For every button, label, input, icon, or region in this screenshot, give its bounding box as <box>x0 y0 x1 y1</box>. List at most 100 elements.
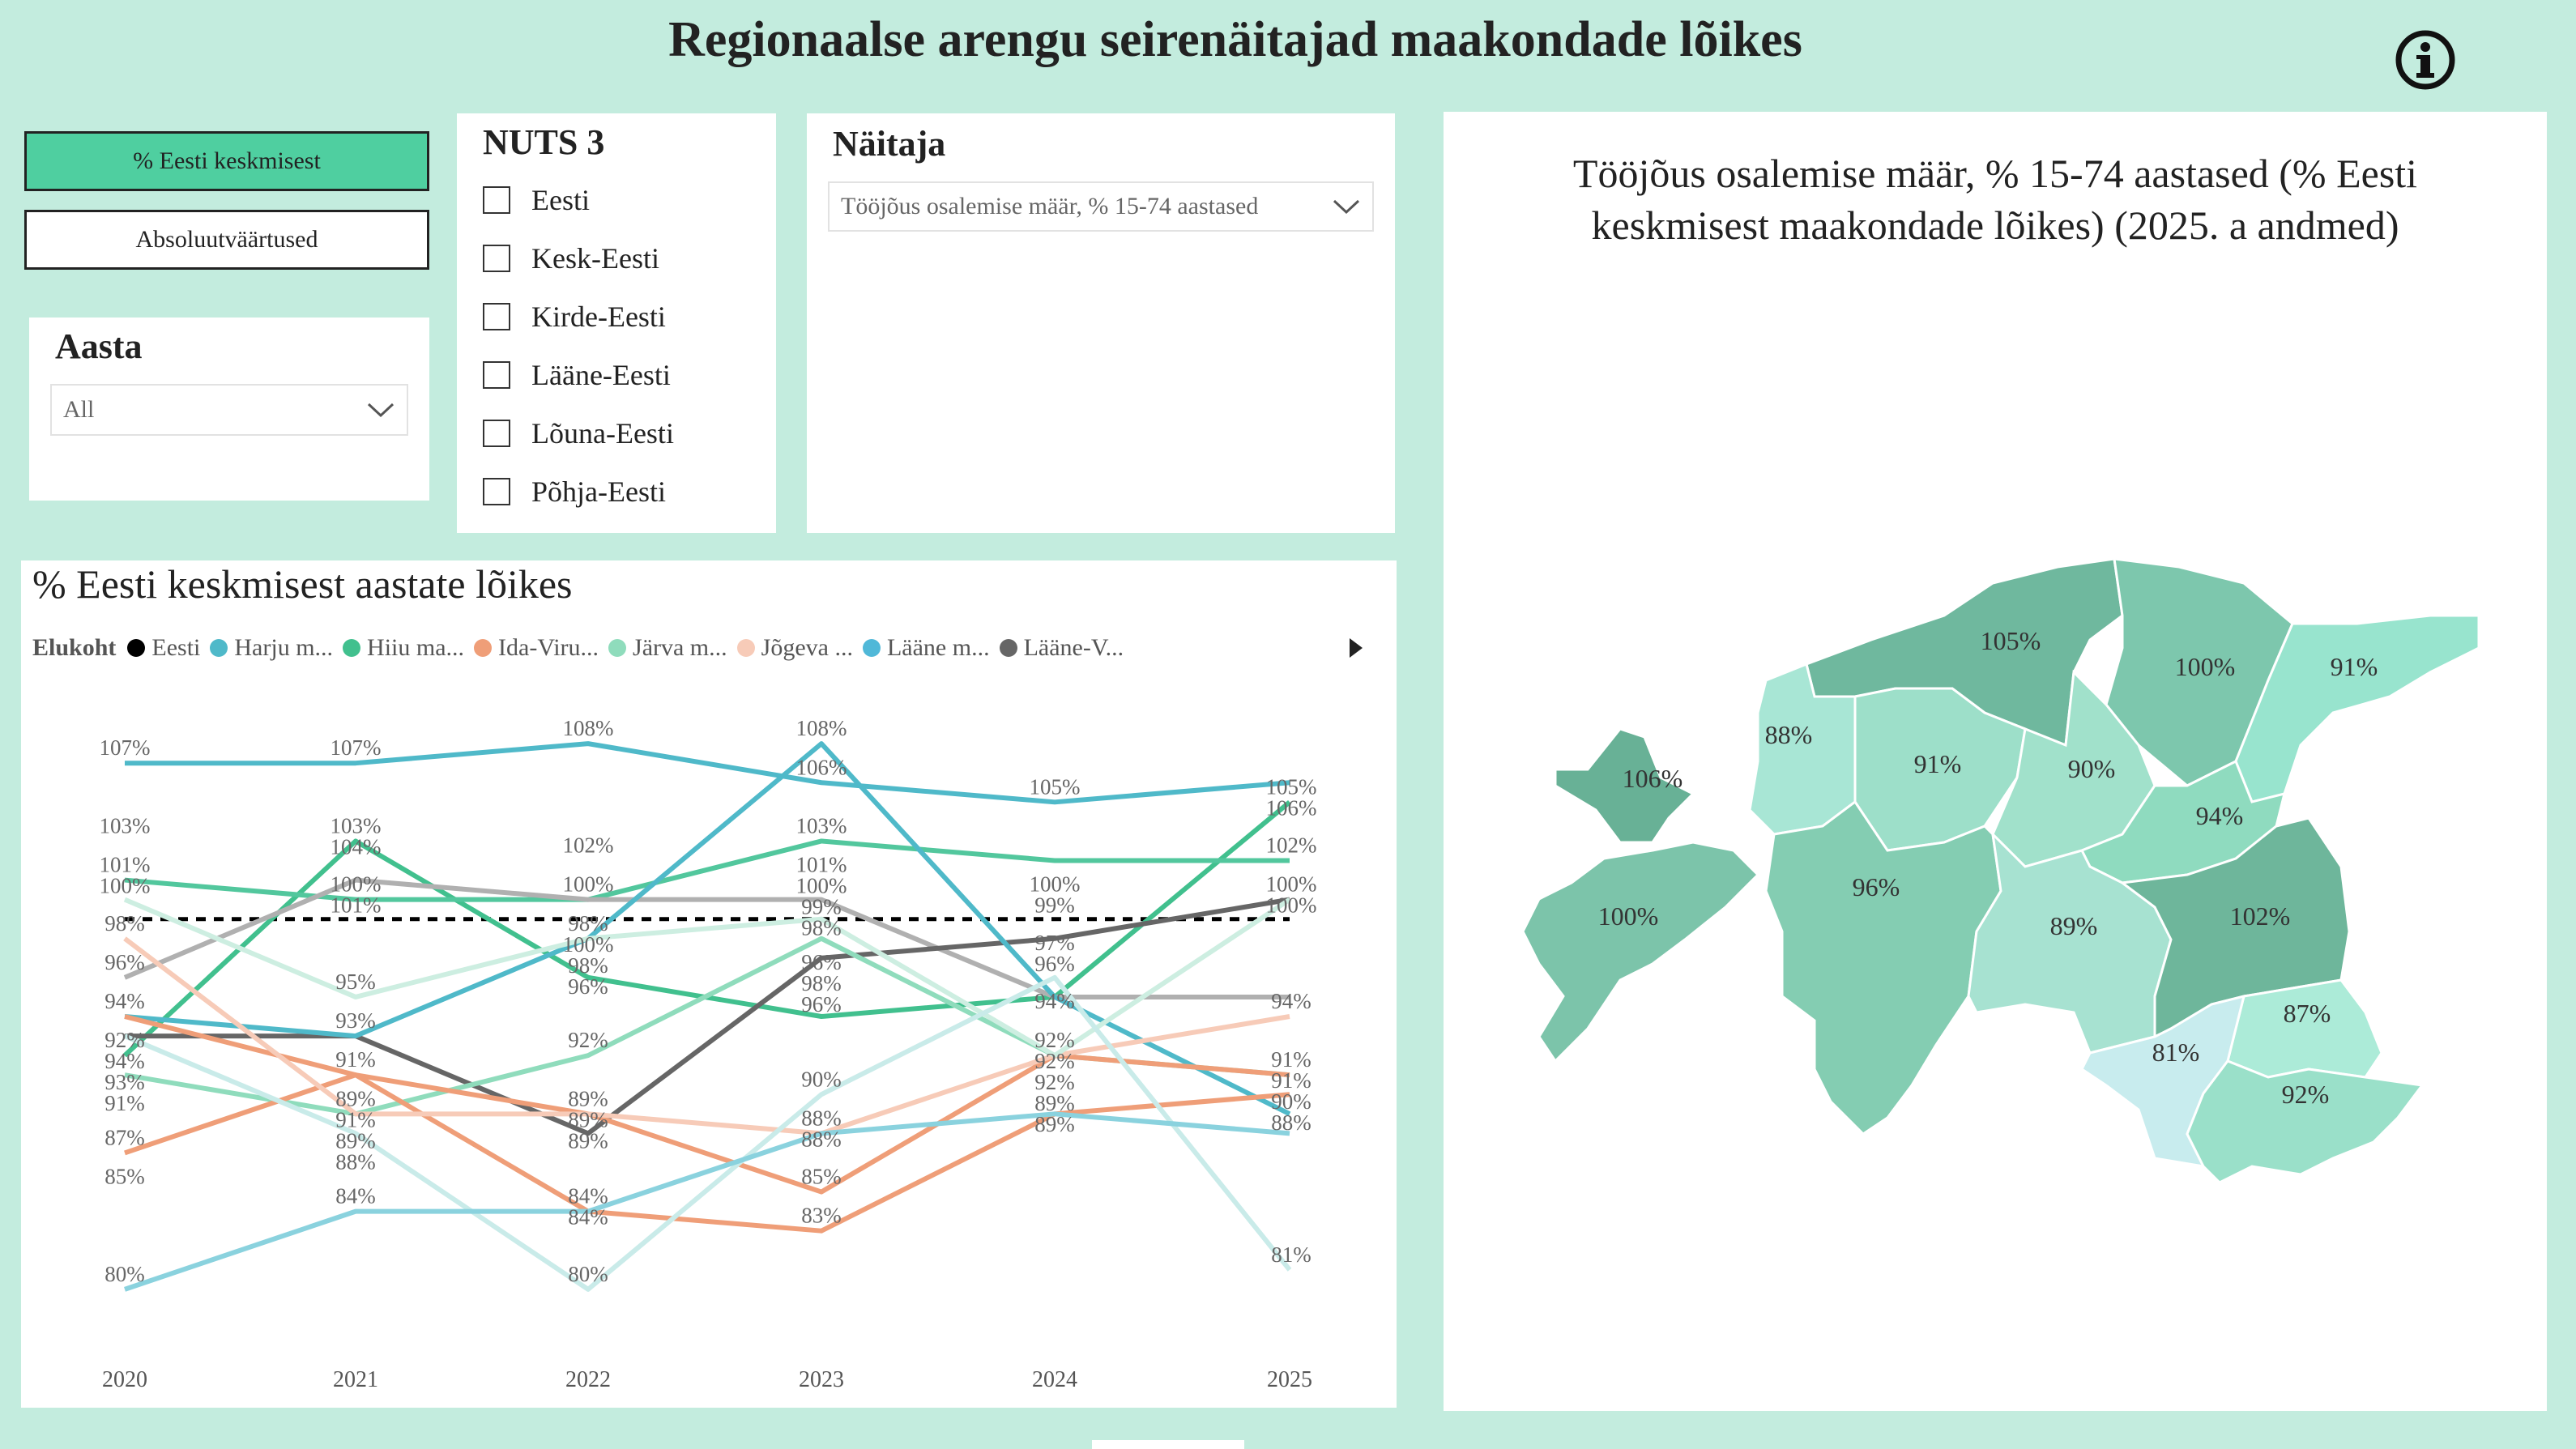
data-label: 103% <box>796 813 847 837</box>
checkbox[interactable] <box>483 186 510 214</box>
nuts3-item-pohja-eesti[interactable]: Põhja-Eesti <box>483 471 666 512</box>
series-line-9[interactable] <box>123 936 1290 1136</box>
year-dropdown-value: All <box>63 396 95 423</box>
map-region-ida-viru[interactable] <box>2234 614 2480 803</box>
nuts3-item-laane-eesti[interactable]: Lääne-Eesti <box>483 355 671 395</box>
data-label: 94% <box>104 1049 145 1073</box>
data-label: 100% <box>100 874 151 898</box>
data-label: 84% <box>568 1205 608 1230</box>
caret-right-icon[interactable] <box>1348 637 1364 659</box>
data-label: 96% <box>801 950 842 974</box>
indicator-dropdown[interactable]: Tööjõus osalemise määr, % 15-74 aastased <box>828 181 1374 232</box>
legend-item-ida-viru[interactable]: Ida-Viru... <box>474 634 599 662</box>
map-region-label: 106% <box>1623 764 1683 793</box>
year-filter-label: Aasta <box>55 326 143 366</box>
legend-item-jogeva[interactable]: Jõgeva ... <box>736 634 853 662</box>
map-region-label: 100% <box>2175 652 2236 681</box>
map-region-label: 88% <box>1765 720 1813 749</box>
data-label: 89% <box>568 1107 608 1131</box>
legend-item-eesti[interactable]: Eesti <box>127 634 200 662</box>
legend-item-hiiu[interactable]: Hiiu ma... <box>343 634 464 662</box>
map-region-polva[interactable] <box>2226 978 2383 1079</box>
data-label: 96% <box>104 950 145 974</box>
data-label: 105% <box>1030 774 1081 799</box>
map-region-parnu[interactable] <box>1764 799 2002 1136</box>
x-tick-label: 2025 <box>1267 1367 1312 1392</box>
legend-dot <box>999 639 1017 657</box>
nuts3-item-kesk-eesti[interactable]: Kesk-Eesti <box>483 238 659 279</box>
legend-dot <box>343 639 361 657</box>
checkbox[interactable] <box>483 478 510 505</box>
checkbox[interactable] <box>483 245 510 272</box>
data-label: 84% <box>568 1184 608 1208</box>
data-label: 92% <box>1034 1028 1075 1052</box>
data-label: 87% <box>104 1125 145 1149</box>
checkbox[interactable] <box>483 361 510 389</box>
series-line-12[interactable] <box>124 1111 1290 1292</box>
data-label: 91% <box>1271 1068 1311 1093</box>
map-region-voru[interactable] <box>2186 1059 2425 1184</box>
absolute-values-button[interactable]: Absoluutväärtused <box>24 210 429 270</box>
map-region-saare[interactable] <box>1521 841 1760 1063</box>
data-label: 81% <box>1271 1242 1311 1267</box>
legend-item-laane-viru[interactable]: Lääne-V... <box>999 634 1124 662</box>
data-label: 91% <box>1271 1047 1311 1072</box>
data-label: 102% <box>563 833 614 858</box>
line-chart-title: % Eesti keskmisest aastate lõikes <box>32 561 573 607</box>
legend-dot <box>474 639 493 657</box>
map-region-rapla[interactable] <box>1853 687 2027 852</box>
legend-item-jarva[interactable]: Järva m... <box>608 634 727 662</box>
checkbox[interactable] <box>483 303 510 330</box>
data-label: 88% <box>801 1106 842 1130</box>
data-label: 101% <box>331 893 382 918</box>
map-region-label: 89% <box>2050 911 2098 940</box>
indicator-label: Näitaja <box>833 124 946 164</box>
checkbox[interactable] <box>483 420 510 447</box>
data-label: 103% <box>331 813 382 837</box>
legend-dot <box>862 639 881 657</box>
data-label: 89% <box>1034 1091 1075 1115</box>
page-tab[interactable] <box>1092 1440 1244 1449</box>
data-label: 100% <box>1266 893 1317 918</box>
data-label: 83% <box>801 1204 842 1228</box>
legend-item-laane[interactable]: Lääne m... <box>862 634 990 662</box>
indicator-panel <box>807 113 1395 533</box>
data-label: 96% <box>1034 952 1075 976</box>
legend-dot <box>608 639 627 657</box>
series-line-8[interactable] <box>124 1014 1290 1234</box>
x-tick-label: 2023 <box>799 1367 844 1392</box>
nuts3-item-kirde-eesti[interactable]: Kirde-Eesti <box>483 296 666 337</box>
data-label: 92% <box>104 1028 145 1052</box>
indicator-dropdown-value: Tööjõus osalemise määr, % 15-74 aastased <box>841 193 1259 219</box>
nuts3-item-louna-eesti[interactable]: Lõuna-Eesti <box>483 413 674 454</box>
data-label: 102% <box>1266 833 1317 858</box>
series-line-5[interactable] <box>124 741 1291 1116</box>
data-label: 85% <box>104 1165 145 1189</box>
data-label: 89% <box>335 1128 376 1153</box>
nuts3-item-eesti[interactable]: Eesti <box>483 180 590 220</box>
data-label: 100% <box>1030 872 1081 897</box>
map-region-hiiu[interactable] <box>1554 727 1695 844</box>
data-label: 100% <box>563 872 614 897</box>
data-label: 92% <box>1034 1070 1075 1094</box>
data-label: 107% <box>100 735 151 760</box>
series-line-3[interactable] <box>123 877 1290 999</box>
data-label: 104% <box>331 834 382 859</box>
series-line-0[interactable] <box>125 741 1290 805</box>
percent-of-average-button[interactable]: % Eesti keskmisest <box>24 131 429 191</box>
data-label: 89% <box>568 1128 608 1153</box>
data-label: 90% <box>801 1067 842 1091</box>
series-line-11[interactable] <box>123 974 1292 1292</box>
data-label: 80% <box>568 1262 608 1286</box>
series-line-7[interactable] <box>124 1053 1290 1195</box>
year-dropdown[interactable]: All <box>50 384 408 436</box>
map-region-label: 91% <box>2331 652 2378 681</box>
data-label: 98% <box>801 971 842 995</box>
data-label: 92% <box>1034 1049 1075 1073</box>
x-tick-label: 2024 <box>1032 1367 1077 1392</box>
info-circle-icon[interactable] <box>2395 29 2456 91</box>
legend-item-harju[interactable]: Harju m... <box>210 634 333 662</box>
legend-dot <box>210 639 228 657</box>
series-line-4[interactable] <box>125 897 1290 1136</box>
x-tick-label: 2022 <box>565 1367 611 1392</box>
